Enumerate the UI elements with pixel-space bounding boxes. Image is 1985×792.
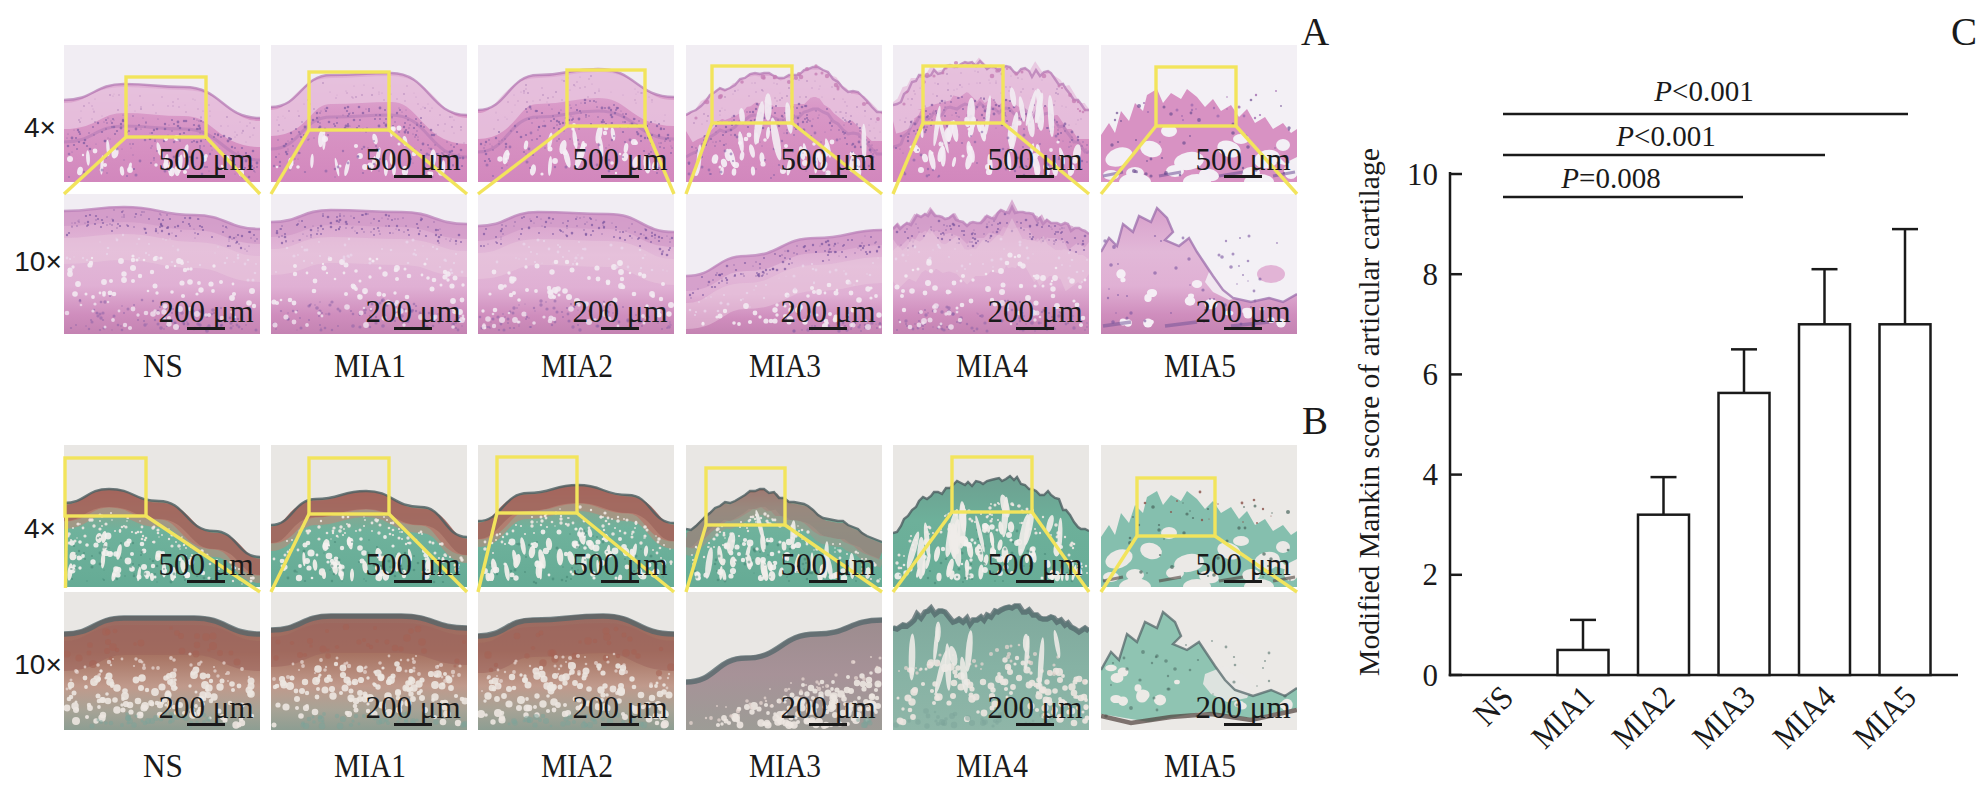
svg-text:MIA1: MIA1 [334, 347, 406, 384]
svg-text:500 μm: 500 μm [573, 141, 668, 177]
svg-text:MIA5: MIA5 [1846, 679, 1922, 755]
svg-text:500 μm: 500 μm [159, 141, 254, 177]
svg-text:4×: 4× [24, 112, 56, 143]
svg-text:200 μm: 200 μm [573, 689, 668, 725]
svg-text:MIA4: MIA4 [956, 747, 1028, 784]
svg-text:500 μm: 500 μm [366, 141, 461, 177]
svg-text:500 μm: 500 μm [573, 546, 668, 582]
svg-text:500 μm: 500 μm [1196, 141, 1291, 177]
svg-text:500 μm: 500 μm [366, 546, 461, 582]
svg-text:NS: NS [143, 347, 183, 384]
svg-text:10: 10 [1407, 157, 1438, 192]
svg-text:2: 2 [1423, 557, 1439, 592]
svg-text:200 μm: 200 μm [159, 689, 254, 725]
svg-text:200 μm: 200 μm [573, 293, 668, 329]
svg-text:A: A [1301, 10, 1329, 53]
svg-text:500 μm: 500 μm [988, 546, 1083, 582]
svg-text:C: C [1951, 10, 1977, 53]
svg-text:MIA5: MIA5 [1164, 347, 1236, 384]
svg-text:200 μm: 200 μm [988, 293, 1083, 329]
svg-text:500 μm: 500 μm [159, 546, 254, 582]
svg-text:MIA2: MIA2 [1605, 679, 1681, 755]
svg-text:MIA4: MIA4 [956, 347, 1028, 384]
svg-text:200 μm: 200 μm [988, 689, 1083, 725]
svg-text:500 μm: 500 μm [781, 141, 876, 177]
svg-text:B: B [1302, 399, 1328, 442]
svg-text:500 μm: 500 μm [1196, 546, 1291, 582]
svg-text:P<0.001: P<0.001 [1615, 120, 1715, 152]
svg-text:200 μm: 200 μm [781, 689, 876, 725]
svg-text:200 μm: 200 μm [159, 293, 254, 329]
svg-text:P=0.008: P=0.008 [1560, 162, 1660, 194]
svg-text:NS: NS [1467, 679, 1521, 733]
svg-text:200 μm: 200 μm [1196, 293, 1291, 329]
svg-text:MIA2: MIA2 [541, 747, 613, 784]
svg-text:8: 8 [1423, 257, 1439, 292]
svg-text:P<0.001: P<0.001 [1653, 75, 1753, 107]
svg-text:500 μm: 500 μm [781, 546, 876, 582]
svg-text:MIA3: MIA3 [1685, 679, 1761, 755]
svg-text:200 μm: 200 μm [366, 293, 461, 329]
svg-text:10×: 10× [14, 246, 62, 277]
svg-text:MIA2: MIA2 [541, 347, 613, 384]
svg-text:10×: 10× [14, 649, 62, 680]
svg-text:MIA4: MIA4 [1766, 679, 1842, 755]
svg-text:4×: 4× [24, 513, 56, 544]
svg-text:200 μm: 200 μm [1196, 689, 1291, 725]
svg-text:200 μm: 200 μm [366, 689, 461, 725]
svg-text:MIA3: MIA3 [749, 747, 821, 784]
svg-text:4: 4 [1423, 457, 1439, 492]
svg-text:MIA3: MIA3 [749, 347, 821, 384]
svg-text:Modified Mankin score of artic: Modified Mankin score of articular carti… [1353, 148, 1385, 676]
svg-text:MIA5: MIA5 [1164, 747, 1236, 784]
svg-text:200 μm: 200 μm [781, 293, 876, 329]
svg-text:MIA1: MIA1 [1524, 679, 1600, 755]
svg-text:0: 0 [1423, 658, 1439, 693]
svg-text:6: 6 [1423, 357, 1439, 392]
svg-text:500 μm: 500 μm [988, 141, 1083, 177]
svg-text:NS: NS [143, 747, 183, 784]
svg-text:MIA1: MIA1 [334, 747, 406, 784]
